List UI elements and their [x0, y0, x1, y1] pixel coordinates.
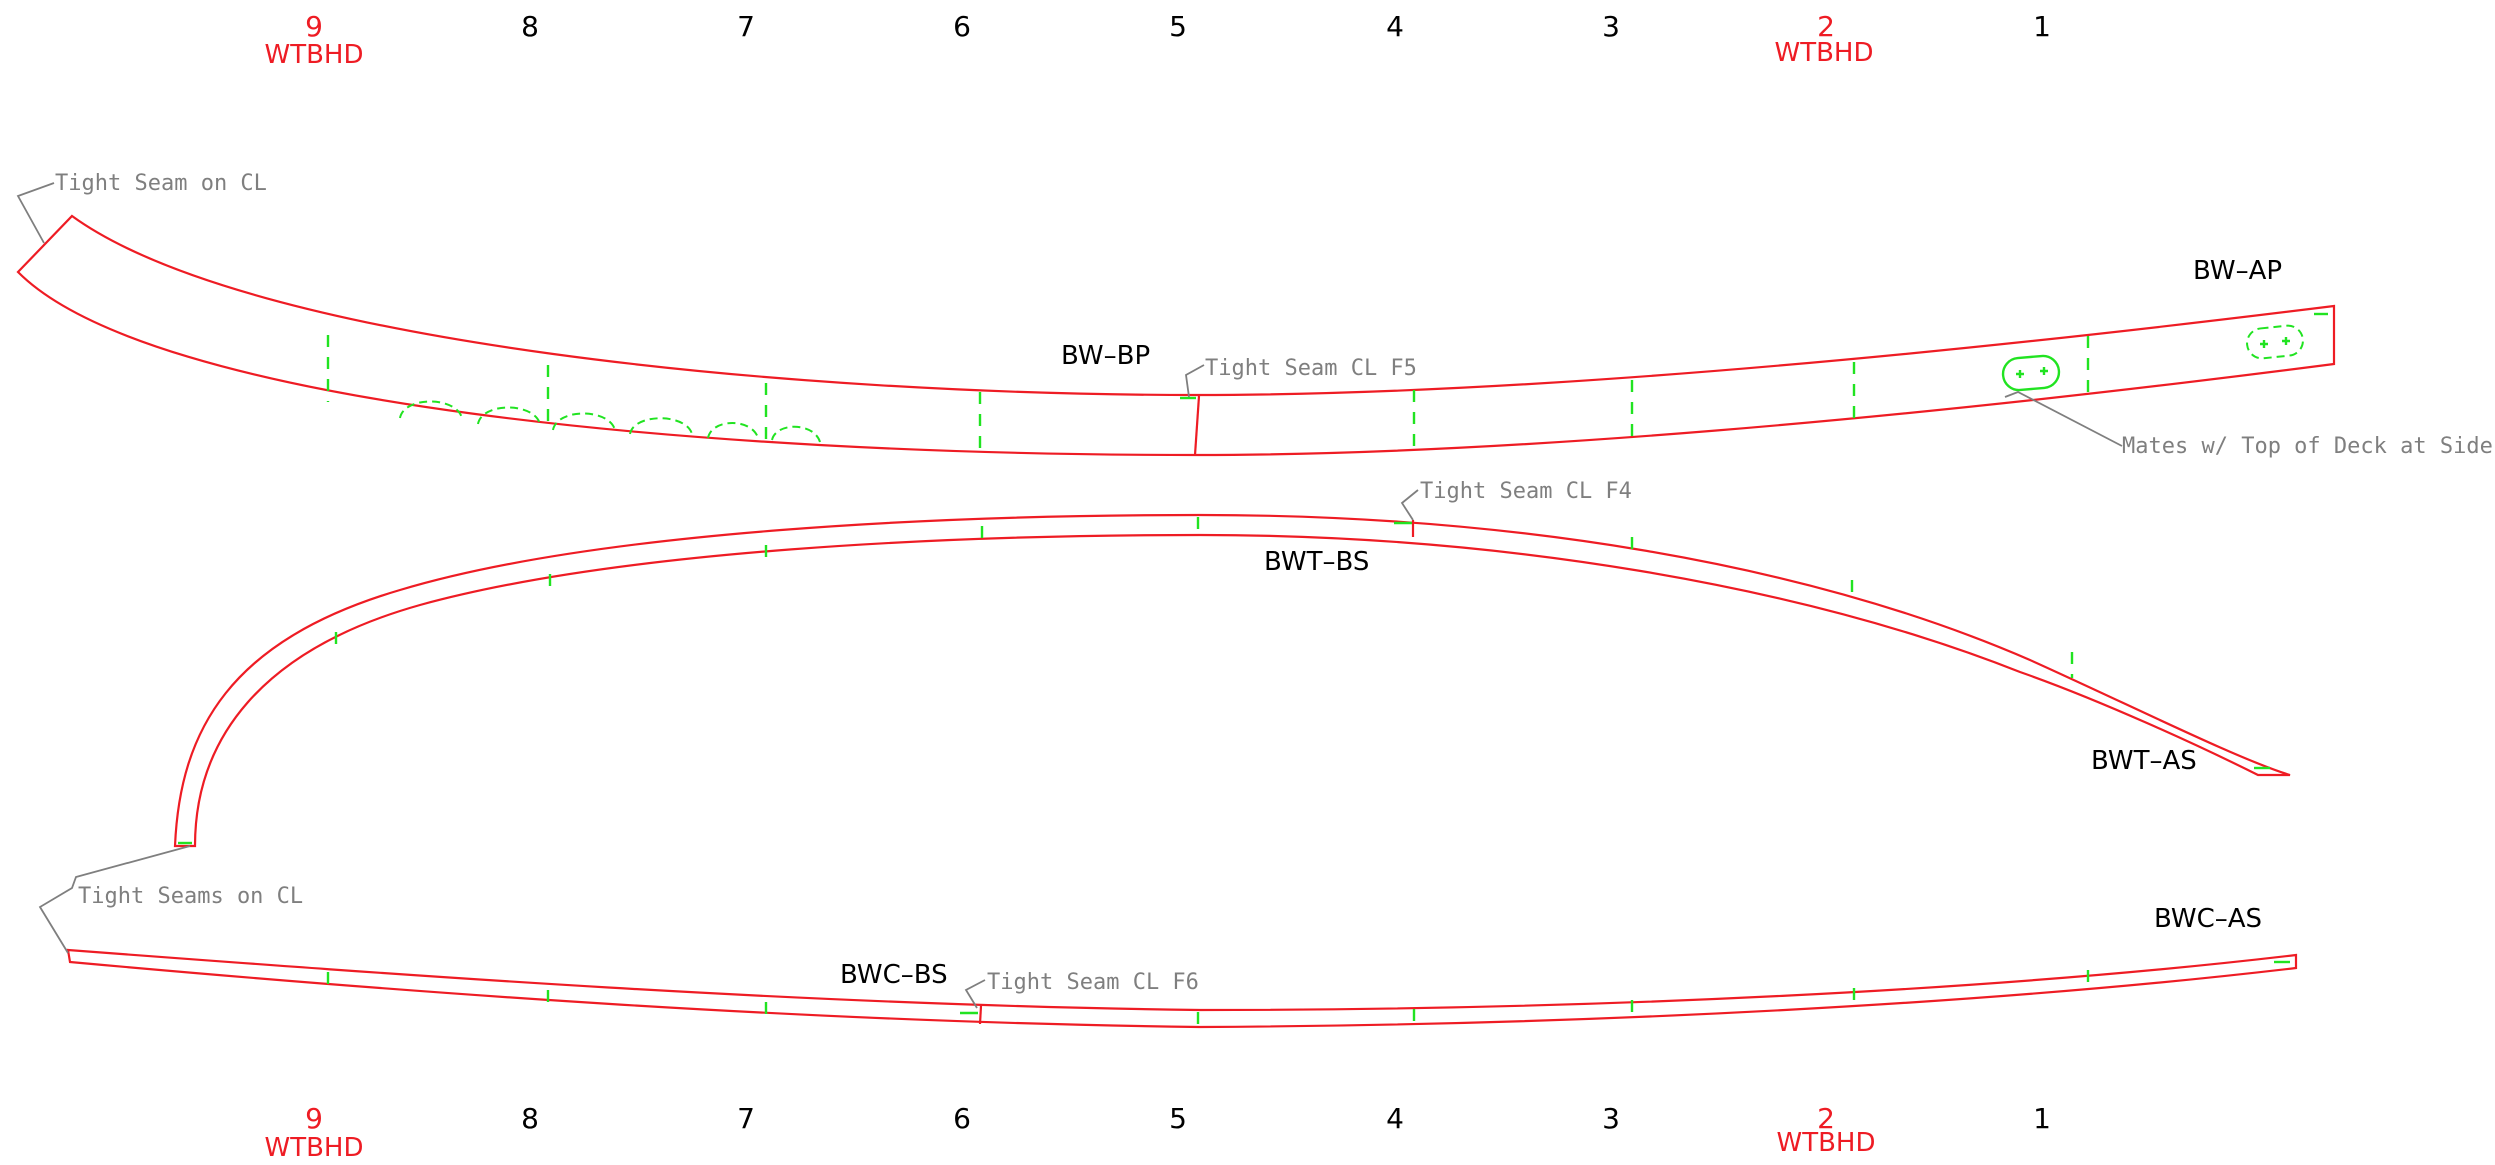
frame-bottom-3: 3	[1602, 1102, 1620, 1135]
hole-2	[477, 406, 541, 425]
slot-solid-plus-a	[2016, 370, 2024, 378]
frame-bottom-8: 8	[521, 1102, 539, 1135]
frame-top-9: 9	[305, 10, 323, 43]
part-bw-strip: BW–BP BW–AP	[16, 214, 2336, 457]
frame-numbers-bottom: 9 WTBHD 8 7 6 5 4 3 2 WTBHD 1	[265, 1102, 2051, 1163]
note-mates-deck: Mates w/ Top of Deck at Side	[2122, 434, 2493, 459]
frame-bottom-2: 2	[1817, 1102, 1835, 1135]
part-bwc-strip: BWC–BS BWC–AS	[66, 904, 2298, 1029]
frame-bottom-7: 7	[737, 1102, 755, 1135]
slot-dashed-plus-a	[2260, 340, 2268, 348]
leader-tight-seam-f4	[1400, 489, 1419, 521]
leader-tight-seam-f5	[1185, 364, 1205, 398]
note-tight-seam-cl: Tight Seam on CL	[55, 171, 267, 196]
frame-top-9-wtbhd: WTBHD	[265, 40, 364, 70]
frame-bottom-9-wtbhd: WTBHD	[265, 1133, 364, 1163]
bw-strip-outline	[16, 214, 2336, 457]
frame-top-1: 1	[2033, 10, 2051, 43]
bwt-frame-marks	[178, 517, 2270, 845]
slot-solid-plus-b	[2040, 367, 2048, 375]
leader-tight-seams-cl	[38, 845, 191, 954]
hole-1	[399, 400, 463, 419]
hole-5	[707, 422, 759, 439]
bw-lightening-holes	[399, 400, 821, 443]
frame-top-2: 2	[1817, 10, 1835, 43]
label-bwc-bs: BWC–BS	[840, 960, 948, 990]
label-bwt-bs: BWT–BS	[1264, 547, 1369, 577]
label-bwt-as: BWT–AS	[2091, 746, 2197, 776]
bw-seam-f5	[1193, 395, 1201, 456]
frame-top-2-wtbhd: WTBHD	[1775, 38, 1874, 68]
note-tight-seam-f5: Tight Seam CL F5	[1205, 356, 1417, 381]
leader-mates-deck	[2004, 391, 2123, 447]
note-tight-seam-f4: Tight Seam CL F4	[1420, 479, 1632, 504]
bwt-strip-outline	[173, 513, 2291, 848]
slot-solid	[2001, 354, 2061, 392]
frame-top-5: 5	[1169, 10, 1187, 43]
label-bwc-as: BWC–AS	[2154, 904, 2262, 934]
frame-bottom-9: 9	[305, 1102, 323, 1135]
bwc-frame-marks	[326, 960, 2290, 1026]
hole-3	[552, 412, 616, 431]
frame-top-6: 6	[953, 10, 971, 43]
note-tight-seams-cl: Tight Seams on CL	[78, 884, 303, 909]
hole-4	[629, 417, 693, 435]
bwc-seam-f6	[978, 1005, 983, 1025]
label-bw-ap: BW–AP	[2193, 256, 2282, 286]
frame-numbers-top: 9 WTBHD 8 7 6 5 4 3 2 WTBHD 1	[265, 10, 2051, 70]
slot-dashed-plus-b	[2282, 337, 2290, 345]
frame-bottom-6: 6	[953, 1102, 971, 1135]
frame-top-4: 4	[1386, 10, 1404, 43]
leader-tight-seam-f6	[964, 979, 986, 1009]
leader-notes: Tight Seam on CL Tight Seam CL F5 Mates …	[16, 171, 2493, 1009]
leader-tight-seam-cl	[16, 182, 55, 244]
part-bwt-strip: BWT–BS BWT–AS	[173, 513, 2291, 848]
slot-dashed	[2246, 324, 2304, 360]
bw-frame-marks	[326, 312, 2328, 451]
frame-bottom-1: 1	[2033, 1102, 2051, 1135]
frame-bottom-5: 5	[1169, 1102, 1187, 1135]
label-bw-bp: BW–BP	[1061, 341, 1150, 371]
frame-top-3: 3	[1602, 10, 1620, 43]
hole-6	[771, 425, 821, 443]
frame-bottom-4: 4	[1386, 1102, 1404, 1135]
note-tight-seam-f6: Tight Seam CL F6	[987, 970, 1199, 995]
frame-top-7: 7	[737, 10, 755, 43]
frame-top-8: 8	[521, 10, 539, 43]
frame-bottom-2-wtbhd: WTBHD	[1777, 1128, 1876, 1158]
bw-slots	[2001, 324, 2304, 392]
bwc-strip-outline	[66, 948, 2298, 1029]
